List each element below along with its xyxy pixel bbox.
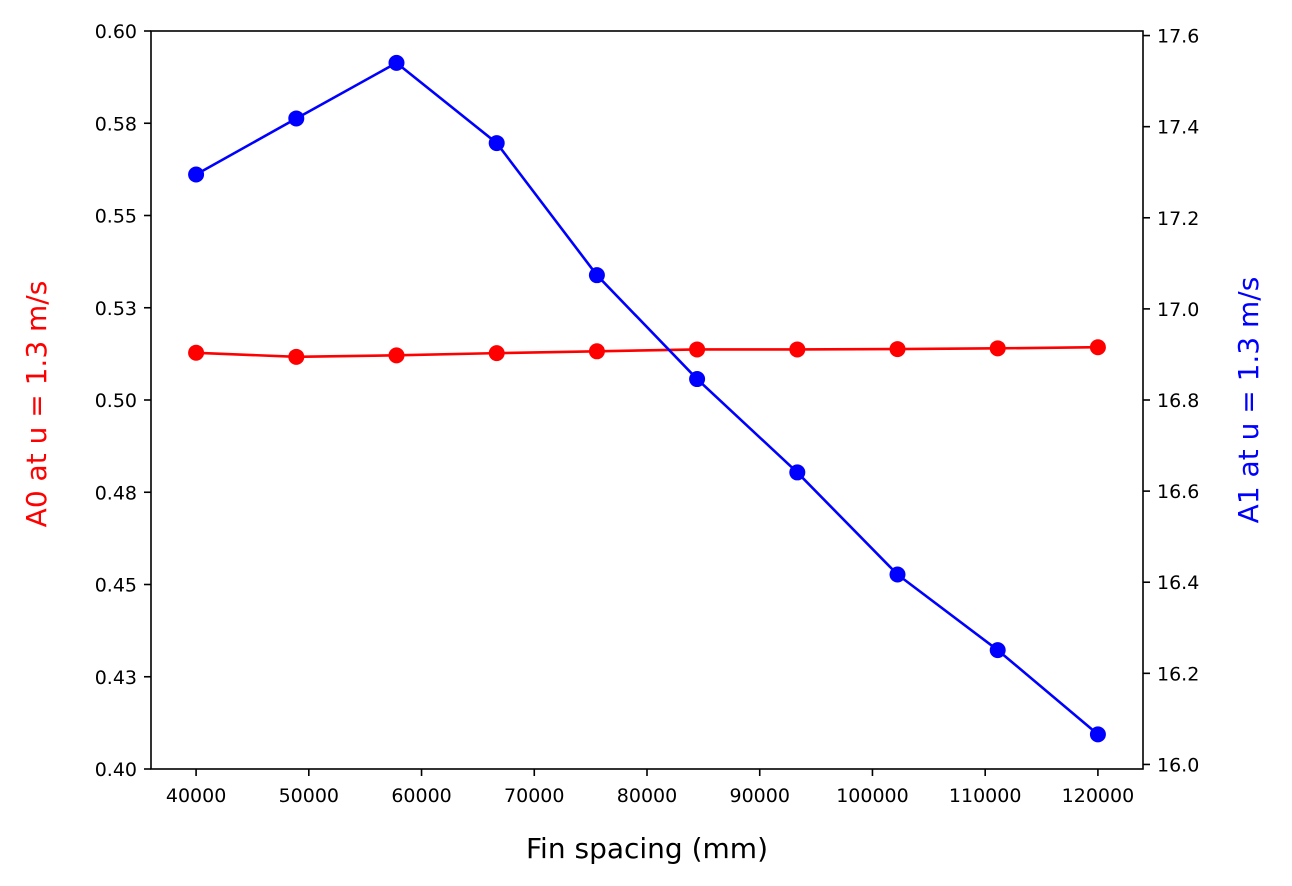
right-y-tick-label: 17.0 [1157, 299, 1199, 321]
a0-data-point [989, 340, 1006, 357]
ticks-layer: 40000 50000 60000 70000 80000 90000 100000 1100… [95, 21, 1200, 807]
series-layer [188, 54, 1106, 743]
left-y-tick-label: 0.60 [95, 21, 137, 43]
a1-data-point [689, 371, 706, 388]
right-y-tick-label: 17.4 [1157, 117, 1199, 139]
plot-frame [150, 30, 1144, 770]
a1-data-point [188, 166, 205, 183]
a0-data-point [689, 341, 706, 358]
left-y-tick-label: 0.48 [95, 482, 137, 504]
right-y-tick-label: 16.0 [1157, 754, 1199, 776]
x-tick-label: 50000 [279, 785, 339, 807]
right-y-tick-label: 17.6 [1157, 26, 1199, 48]
a0-data-point [488, 345, 505, 362]
right-y-tick-label: 16.8 [1157, 390, 1199, 412]
a1-data-point [789, 464, 806, 481]
left-y-tick-label: 0.43 [95, 667, 137, 689]
right-y-tick-label: 16.6 [1157, 481, 1199, 503]
right-y-tick-label: 16.4 [1157, 572, 1199, 594]
left-y-tick-label: 0.50 [95, 390, 137, 412]
left-y-tick-label: 0.53 [95, 298, 137, 320]
x-axis-title: Fin spacing (mm) [526, 832, 768, 865]
x-tick-label: 70000 [504, 785, 564, 807]
a1-data-point [388, 54, 405, 71]
left-y-tick-label: 0.58 [95, 113, 137, 135]
a1-data-point [588, 267, 605, 284]
a1-data-point [889, 566, 906, 583]
a0-data-point [188, 344, 205, 361]
x-tick-label: 110000 [949, 785, 1022, 807]
a1-data-point [1089, 726, 1106, 743]
left-y-tick-label: 0.40 [95, 759, 137, 781]
a1-data-point [488, 135, 505, 152]
a0-data-point [1089, 339, 1106, 356]
a1-data-point [288, 110, 305, 127]
x-tick-label: 90000 [730, 785, 790, 807]
a0-data-point [889, 341, 906, 358]
x-tick-label: 120000 [1062, 785, 1135, 807]
right-y-axis-title: A1 at u = 1.3 m/s [1232, 277, 1265, 524]
right-y-tick-label: 16.2 [1157, 663, 1199, 685]
a0-data-point [789, 341, 806, 358]
a1-series-line [195, 61, 1099, 736]
left-y-tick-label: 0.55 [95, 206, 137, 228]
a0-series-line [196, 345, 1098, 359]
x-tick-label: 100000 [836, 785, 909, 807]
left-y-axis-title: A0 at u = 1.3 m/s [20, 281, 53, 528]
x-tick-label: 60000 [391, 785, 451, 807]
x-tick-label: 80000 [617, 785, 677, 807]
right-y-tick-label: 17.2 [1157, 208, 1199, 230]
x-tick-label: 40000 [166, 785, 226, 807]
a0-data-point [588, 343, 605, 360]
a1-data-point [989, 642, 1006, 659]
a0-data-point [288, 348, 305, 365]
a0-data-point [388, 347, 405, 364]
left-y-tick-label: 0.45 [95, 575, 137, 597]
